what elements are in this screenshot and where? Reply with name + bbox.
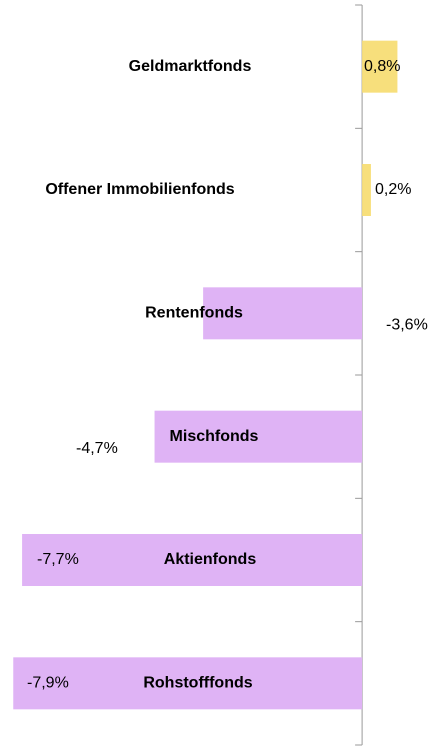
bar <box>154 410 363 463</box>
bar <box>203 287 363 340</box>
value-label: -4,7% <box>76 440 118 457</box>
bar <box>362 164 371 216</box>
value-label: -7,7% <box>37 551 79 568</box>
category-label: Mischfonds <box>170 428 259 445</box>
category-label: Offener Immobilienfonds <box>45 181 234 198</box>
category-label: Geldmarktfonds <box>129 58 252 75</box>
bar <box>22 534 363 586</box>
value-label: -3,6% <box>386 317 428 334</box>
category-label: Aktienfonds <box>164 551 257 568</box>
category-label: Rentenfonds <box>145 305 243 322</box>
value-label: -7,9% <box>27 675 69 692</box>
category-label: Rohstofffonds <box>143 675 252 692</box>
value-label: 0,8% <box>364 58 400 75</box>
bar <box>13 657 363 710</box>
bar <box>362 40 398 93</box>
value-label: 0,2% <box>375 181 411 198</box>
